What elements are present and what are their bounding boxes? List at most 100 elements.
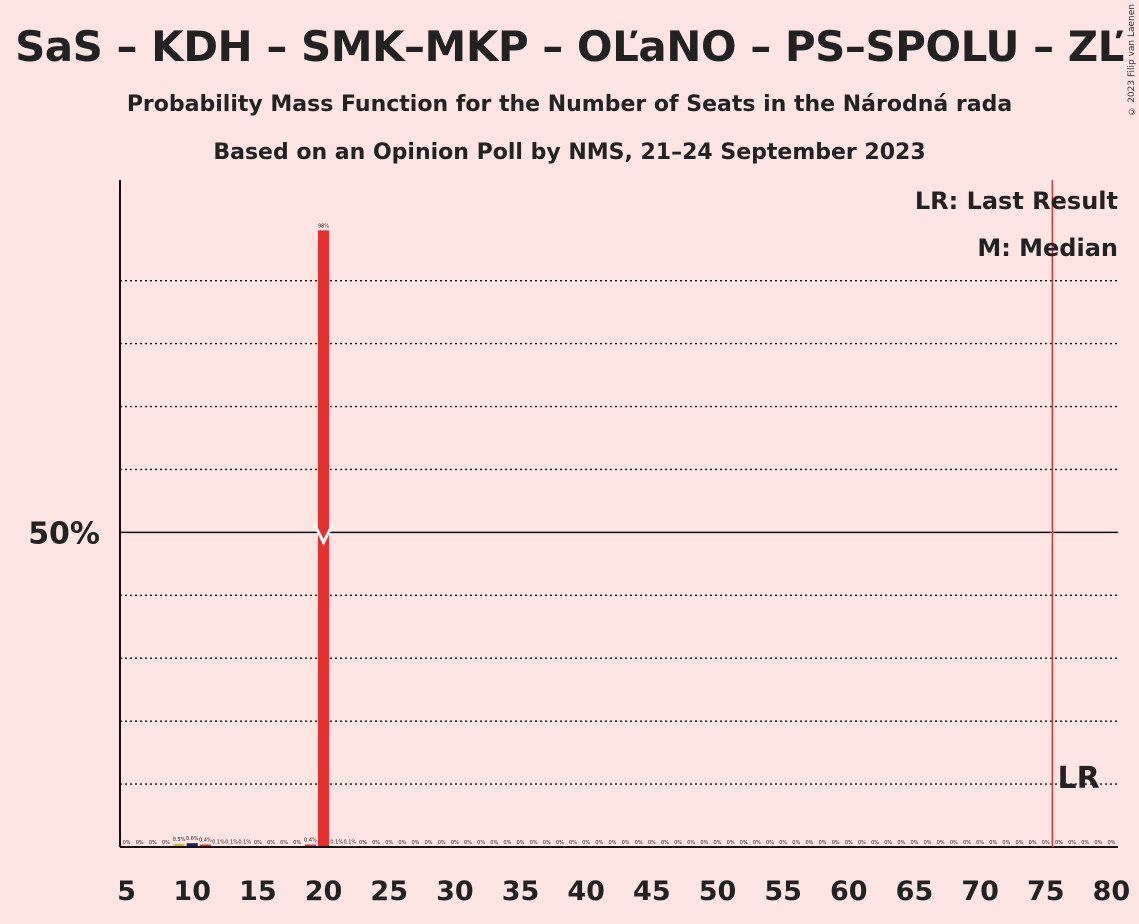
data-label-seat-19: 0.4% bbox=[304, 837, 317, 843]
data-label-seat-27: 0% bbox=[411, 840, 419, 846]
data-label-seat-70: 0% bbox=[976, 840, 984, 846]
data-label-seat-74: 0% bbox=[1029, 840, 1037, 846]
data-label-seat-58: 0% bbox=[819, 840, 827, 846]
last-result-label: LR bbox=[1057, 761, 1099, 796]
data-label-seat-78: 0% bbox=[1081, 840, 1089, 846]
data-label-seat-31: 0% bbox=[464, 840, 472, 846]
data-label-seat-8: 0% bbox=[162, 840, 170, 846]
x-tick-label-70: 70 bbox=[961, 876, 999, 907]
bar-seat-11 bbox=[199, 844, 211, 847]
data-label-seat-43: 0% bbox=[622, 840, 630, 846]
data-label-seat-23: 0% bbox=[359, 840, 367, 846]
chart-title: SaS – KDH – SMK–MKP – OĽaNO – PS–SPOLU –… bbox=[15, 22, 1124, 71]
data-label-seat-28: 0% bbox=[425, 840, 433, 846]
data-label-seat-65: 0% bbox=[910, 840, 918, 846]
x-tick-label-60: 60 bbox=[830, 876, 868, 907]
data-label-seat-45: 0% bbox=[648, 840, 656, 846]
data-label-seat-18: 0% bbox=[293, 840, 301, 846]
legend-median: M: Median bbox=[977, 234, 1118, 262]
data-label-seat-13: 0.1% bbox=[225, 839, 238, 845]
x-tick-label-75: 75 bbox=[1027, 876, 1065, 907]
data-label-seat-48: 0% bbox=[687, 840, 695, 846]
data-label-seat-52: 0% bbox=[740, 840, 748, 846]
data-label-seat-7: 0% bbox=[149, 840, 157, 846]
x-tick-label-65: 65 bbox=[896, 876, 934, 907]
data-label-seat-80: 0% bbox=[1107, 840, 1115, 846]
data-label-seat-9: 0.5% bbox=[173, 837, 186, 843]
data-label-seat-24: 0% bbox=[372, 840, 380, 846]
legend-last-result: LR: Last Result bbox=[915, 187, 1118, 215]
x-tick-label-50: 50 bbox=[699, 876, 737, 907]
data-label-seat-67: 0% bbox=[937, 840, 945, 846]
data-label-seat-35: 0% bbox=[517, 840, 525, 846]
x-tick-label-10: 10 bbox=[173, 876, 211, 907]
x-tick-label-15: 15 bbox=[239, 876, 277, 907]
x-tick-label-35: 35 bbox=[502, 876, 540, 907]
data-label-seat-38: 0% bbox=[556, 840, 564, 846]
data-label-seat-42: 0% bbox=[608, 840, 616, 846]
data-label-seat-25: 0% bbox=[385, 840, 393, 846]
data-label-seat-47: 0% bbox=[674, 840, 682, 846]
data-label-seat-57: 0% bbox=[805, 840, 813, 846]
data-label-seat-60: 0% bbox=[845, 840, 853, 846]
bar-seat-19 bbox=[304, 844, 316, 847]
data-label-seat-20: 98% bbox=[318, 223, 329, 229]
data-label-seat-71: 0% bbox=[989, 840, 997, 846]
data-label-seat-46: 0% bbox=[661, 840, 669, 846]
x-tick-label-25: 25 bbox=[370, 876, 408, 907]
data-label-seat-21: 0.1% bbox=[330, 839, 343, 845]
data-labels: 0% 0% 0% 0%0.5% 0.6% 0.4% 0.1% 0.1% 0.1% 0% 0% 0% 0%… bbox=[123, 223, 1116, 846]
data-label-seat-64: 0% bbox=[897, 840, 905, 846]
data-label-seat-41: 0% bbox=[595, 840, 603, 846]
data-label-seat-17: 0% bbox=[280, 840, 288, 846]
data-label-seat-6: 0% bbox=[136, 840, 144, 846]
bars bbox=[173, 230, 356, 848]
data-label-seat-55: 0% bbox=[779, 840, 787, 846]
data-label-seat-5: 0% bbox=[123, 840, 131, 846]
data-label-seat-15: 0% bbox=[254, 840, 262, 846]
data-label-seat-56: 0% bbox=[792, 840, 800, 846]
data-label-seat-22: 0.1% bbox=[343, 839, 356, 845]
data-label-seat-63: 0% bbox=[884, 840, 892, 846]
gridlines bbox=[120, 279, 1118, 785]
data-label-seat-11: 0.4% bbox=[199, 837, 212, 843]
data-label-seat-69: 0% bbox=[963, 840, 971, 846]
data-label-seat-14: 0.1% bbox=[238, 839, 251, 845]
data-label-seat-37: 0% bbox=[543, 840, 551, 846]
data-label-seat-53: 0% bbox=[753, 840, 761, 846]
x-tick-label-80: 80 bbox=[1093, 876, 1131, 907]
data-label-seat-61: 0% bbox=[858, 840, 866, 846]
data-label-seat-66: 0% bbox=[924, 840, 932, 846]
data-label-seat-77: 0% bbox=[1068, 840, 1076, 846]
data-label-seat-26: 0% bbox=[398, 840, 406, 846]
chart-subtitle-2: Based on an Opinion Poll by NMS, 21–24 S… bbox=[213, 140, 926, 165]
x-tick-label-30: 30 bbox=[436, 876, 474, 907]
data-label-seat-29: 0% bbox=[438, 840, 446, 846]
data-label-seat-49: 0% bbox=[700, 840, 708, 846]
y-tick-label-50: 50% bbox=[28, 516, 100, 551]
data-label-seat-44: 0% bbox=[635, 840, 643, 846]
data-label-seat-79: 0% bbox=[1094, 840, 1102, 846]
data-label-seat-73: 0% bbox=[1016, 840, 1024, 846]
data-label-seat-51: 0% bbox=[727, 840, 735, 846]
data-label-seat-33: 0% bbox=[490, 840, 498, 846]
data-label-seat-59: 0% bbox=[832, 840, 840, 846]
chart-subtitle: Probability Mass Function for the Number… bbox=[126, 92, 1013, 117]
bar-seat-20 bbox=[317, 230, 330, 848]
x-tick-label-45: 45 bbox=[633, 876, 671, 907]
data-label-seat-72: 0% bbox=[1002, 840, 1010, 846]
x-tick-label-5: 5 bbox=[117, 876, 136, 907]
median-chevron bbox=[313, 523, 334, 546]
data-label-seat-10: 0.6% bbox=[186, 836, 199, 842]
data-label-seat-75: 0% bbox=[1042, 840, 1050, 846]
data-label-seat-54: 0% bbox=[766, 840, 774, 846]
data-label-seat-50: 0% bbox=[714, 840, 722, 846]
data-label-seat-68: 0% bbox=[950, 840, 958, 846]
x-tick-label-55: 55 bbox=[764, 876, 802, 907]
x-tick-label-20: 20 bbox=[305, 876, 343, 907]
median-marker bbox=[313, 523, 334, 546]
data-label-seat-32: 0% bbox=[477, 840, 485, 846]
data-label-seat-34: 0% bbox=[503, 840, 511, 846]
bar-seat-9 bbox=[173, 843, 185, 847]
